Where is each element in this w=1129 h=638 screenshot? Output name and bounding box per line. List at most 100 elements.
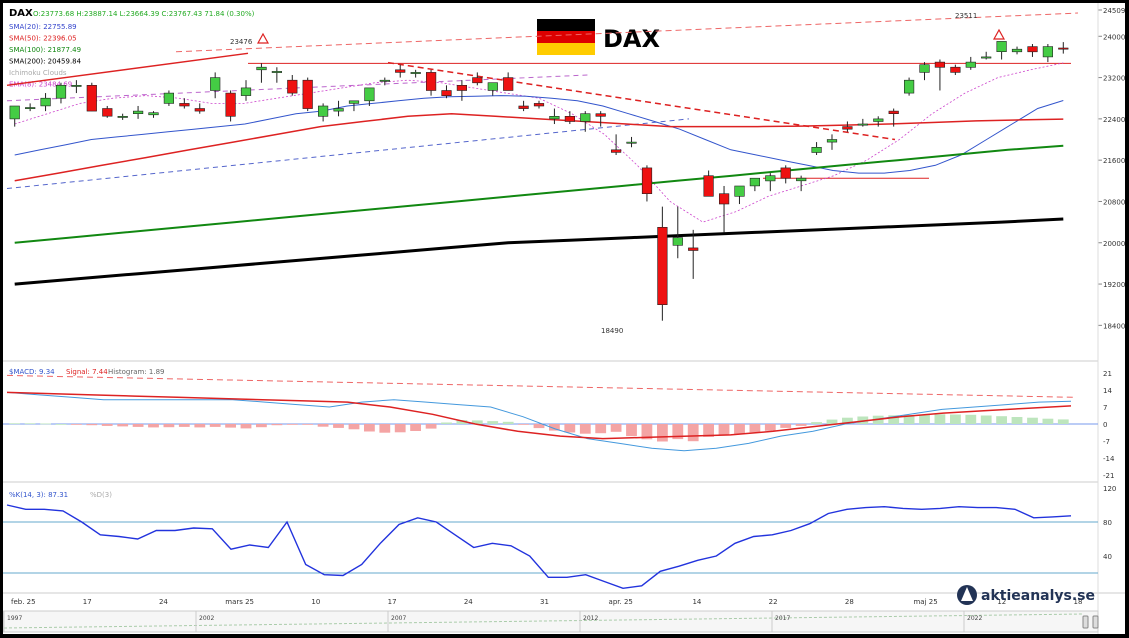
candle-body	[472, 77, 483, 84]
macd-histogram-bar	[826, 419, 838, 424]
candle-body	[133, 110, 144, 114]
candle-body	[410, 72, 421, 74]
ema8-line	[14, 62, 1064, 223]
sma100-line	[14, 144, 1064, 244]
date-label: 17	[83, 598, 92, 606]
brand-logo-mark	[961, 587, 973, 601]
candle-body	[981, 56, 992, 59]
timeline-year: 2002	[199, 615, 214, 622]
macd-tick-label: -14	[1103, 455, 1115, 463]
macd-histogram-bar	[317, 424, 329, 427]
macd-histogram-bar	[256, 424, 267, 428]
sma50-line	[14, 112, 1064, 182]
macd-histogram-bar	[1027, 417, 1038, 424]
candle-body	[425, 72, 437, 91]
candle-body	[333, 108, 344, 112]
macd-histogram-bar	[626, 424, 637, 437]
candle-body	[271, 71, 283, 73]
stoch-k-line	[6, 504, 1072, 590]
macd-line	[6, 391, 1072, 452]
macd-histogram-bar	[178, 424, 190, 427]
candle-body	[826, 139, 838, 143]
candle-body	[749, 177, 760, 187]
stoch-tick-label: 40	[1103, 553, 1112, 561]
candle-body	[240, 87, 252, 96]
macd-histogram-bar	[24, 423, 36, 425]
macd-histogram-bar	[518, 424, 529, 425]
annotation-label: 23511	[955, 12, 977, 20]
candle-body	[9, 105, 20, 120]
date-label: feb. 25	[11, 598, 36, 606]
macd-signal-line	[6, 391, 1072, 440]
macd-histogram-bar	[225, 424, 236, 428]
chart-panel: DAX O:23773.68 H:23887.14 L:23664.39 C:2…	[3, 3, 1125, 634]
candle-body	[194, 108, 205, 112]
timeline-year: 2012	[583, 615, 598, 622]
symbol-label: DAX	[9, 8, 33, 19]
candle-body	[780, 167, 791, 179]
flag-black-stripe	[537, 19, 595, 31]
date-label: 14	[692, 598, 701, 606]
stoch-tick-label: 120	[1103, 485, 1116, 493]
macd-histogram-bar	[764, 424, 776, 431]
macd-histogram-label: Histogram: 1.89	[108, 368, 164, 376]
timeline-year: 2007	[391, 615, 406, 622]
macd-histogram-bar	[132, 424, 144, 427]
macd-histogram-bar	[271, 424, 283, 426]
macd-histogram-bar	[1057, 419, 1069, 424]
macd-signal-label: Signal: 7.44	[66, 368, 108, 376]
candle-body	[1011, 48, 1023, 53]
candle-body	[734, 185, 745, 197]
candle-body	[148, 112, 159, 116]
candle-body	[873, 118, 884, 122]
timeline-handle-left[interactable]	[1082, 615, 1089, 629]
macd-tick-label: 7	[1103, 404, 1107, 412]
timeline-year: 1997	[7, 615, 22, 622]
annotation-label: 23476	[230, 38, 253, 46]
candle-body	[842, 126, 853, 130]
macd-histogram-bar	[672, 424, 684, 440]
macd-histogram-bar	[842, 417, 853, 424]
macd-histogram-bar	[379, 424, 391, 433]
stoch-tick-label: 80	[1103, 519, 1112, 527]
candle-body	[595, 113, 606, 117]
trendline-upper-dashed	[175, 12, 1079, 53]
macd-tick-label: 21	[1103, 370, 1112, 378]
macd-trendline-dashed	[6, 374, 1074, 398]
candle-body	[857, 123, 868, 126]
macd-histogram-bar	[687, 424, 699, 442]
stoch-d-label: %D(3)	[90, 491, 112, 499]
trendline-blue-dashed	[6, 118, 690, 190]
macd-histogram-bar	[348, 424, 360, 430]
macd-histogram-bar	[163, 424, 175, 428]
date-label: 24	[464, 598, 473, 606]
date-label: 31	[540, 598, 549, 606]
macd-tick-label: -21	[1103, 472, 1114, 480]
price-panel: 23476 18490 23511	[6, 12, 1079, 335]
candle-body	[302, 79, 313, 109]
timeline-handle-right[interactable]	[1092, 615, 1099, 629]
macd-histogram-bar	[1011, 417, 1023, 424]
chart-canvas: DAX O:23773.68 H:23887.14 L:23664.39 C:2…	[3, 3, 1125, 634]
macd-histogram-bar	[86, 424, 98, 426]
candle-body	[564, 116, 575, 122]
macd-axis: 21 14 7 0 -7 -14 -21	[1103, 370, 1115, 480]
price-tick-label: 24000	[1103, 33, 1125, 41]
candle-body	[765, 175, 776, 182]
candle-body	[718, 193, 730, 205]
brand-block: aktieanalys.se	[957, 585, 1095, 605]
candle-body	[256, 66, 267, 71]
timeline-year: 2017	[775, 615, 790, 622]
macd-histogram-bar	[101, 424, 113, 426]
date-label: 10	[311, 598, 320, 606]
timeline-navigator[interactable]: 1997 2002 2007 2012 2017 2022	[3, 610, 1099, 633]
sma20-line	[14, 95, 1064, 174]
macd-histogram-bar	[703, 424, 714, 437]
price-tick-label: 18400	[1103, 322, 1125, 330]
candle-body	[348, 100, 360, 104]
candle-body	[117, 116, 128, 118]
candle-body	[503, 77, 514, 91]
legend-item-3: SMA(200): 20459.84	[9, 58, 82, 66]
date-label: mars 25	[225, 598, 254, 606]
